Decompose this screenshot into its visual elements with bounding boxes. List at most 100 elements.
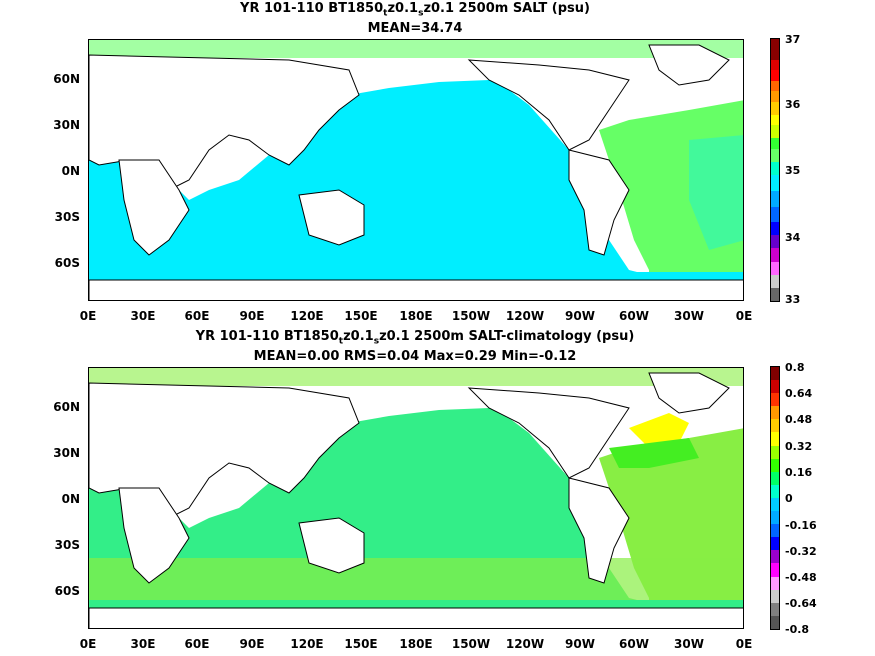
salinity-map: [88, 39, 744, 301]
colorbar-label: 0.8: [785, 361, 805, 374]
colorbar-swatch: [771, 589, 779, 603]
panel-title-line1: YR 101-110 BT1850tz0.1sz0.1 2500m SALT (…: [240, 1, 590, 19]
colorbar-swatch: [771, 138, 779, 149]
atlantic-band: [689, 135, 743, 250]
colorbar-swatch: [771, 550, 779, 564]
lon-label: 0E: [79, 637, 97, 651]
lon-label: 120W: [505, 637, 545, 651]
map-svg: [89, 40, 743, 300]
colorbar-swatch: [771, 393, 779, 407]
lat-label: 60S: [54, 256, 80, 270]
lon-label: 150W: [451, 309, 491, 323]
greenland-land: [648, 44, 730, 86]
antarctica-land: [89, 607, 743, 628]
lon-label: 150E: [344, 637, 378, 651]
salinity-anomaly-map: [88, 367, 744, 629]
lon-label: 90W: [565, 637, 595, 651]
lon-label: 90E: [239, 637, 265, 651]
colorbar-label: 0.48: [785, 413, 813, 426]
colorbar: [770, 38, 780, 302]
antarctica-land: [89, 279, 743, 300]
north-america-land: [467, 59, 630, 151]
colorbar-swatch: [771, 235, 779, 249]
colorbar-swatch: [771, 148, 779, 163]
colorbar-label: 37: [785, 33, 801, 46]
africa-land: [118, 159, 190, 256]
arctic-strip: [89, 368, 743, 386]
colorbar-swatch: [771, 445, 779, 459]
colorbar-swatch: [771, 419, 779, 433]
lon-label: 90W: [565, 309, 595, 323]
lat-label: 0N: [61, 492, 80, 506]
arctic-strip: [89, 40, 743, 58]
panel-title-line2: MEAN=34.74: [367, 21, 463, 36]
australia-land: [298, 517, 365, 574]
colorbar-swatch: [771, 602, 779, 616]
colorbar-swatch: [771, 274, 779, 288]
colorbar-swatch: [771, 380, 779, 394]
colorbar-label: 0.32: [785, 440, 813, 453]
colorbar-swatch: [771, 432, 779, 446]
colorbar-swatch: [771, 615, 779, 629]
southern-ocean-band: [89, 558, 743, 608]
lon-label: 150E: [344, 309, 378, 323]
lat-label: 60N: [53, 72, 80, 86]
colorbar-swatch: [771, 80, 779, 92]
colorbar-swatch: [771, 222, 779, 236]
colorbar-label: -0.16: [785, 519, 817, 532]
lon-label: 120E: [290, 309, 324, 323]
lat-label: 0N: [61, 164, 80, 178]
lon-label: 60E: [184, 637, 210, 651]
colorbar-swatch: [771, 576, 779, 590]
south-america-land: [568, 149, 630, 256]
lat-label: 30S: [54, 210, 80, 224]
colorbar-label: -0.32: [785, 545, 817, 558]
colorbar-swatch: [771, 471, 779, 485]
colorbar-swatch: [771, 563, 779, 577]
lon-label: 120W: [505, 309, 545, 323]
colorbar-swatch: [771, 59, 779, 71]
south-america-land: [568, 477, 630, 584]
colorbar-label: -0.48: [785, 571, 817, 584]
colorbar: [770, 366, 780, 630]
colorbar-label: -0.64: [785, 597, 817, 610]
colorbar-label: 36: [785, 98, 801, 111]
panel-title-line1: YR 101-110 BT1850tz0.1sz0.1 2500m SALT-c…: [195, 329, 635, 347]
greenland-land: [648, 372, 730, 414]
north-atlantic-band: [609, 438, 699, 468]
lat-label: 60S: [54, 584, 80, 598]
colorbar-swatch: [771, 114, 779, 126]
colorbar-swatch: [771, 458, 779, 472]
lat-label: 30N: [53, 118, 80, 132]
pacific-indian-ocean: [89, 80, 649, 300]
colorbar-swatch: [771, 406, 779, 420]
colorbar-swatch: [771, 101, 779, 115]
colorbar-swatch: [771, 190, 779, 207]
lon-label: 30E: [130, 637, 156, 651]
colorbar-swatch: [771, 497, 779, 512]
colorbar-label: -0.8: [785, 623, 810, 636]
north-america-land: [467, 387, 630, 479]
lon-label: 0E: [735, 309, 753, 323]
colorbar-swatch: [771, 484, 779, 498]
salt-anomaly-panel: YR 101-110 BT1850tz0.1sz0.1 2500m SALT-c…: [0, 328, 875, 656]
salt-panel: YR 101-110 BT1850tz0.1sz0.1 2500m SALT (…: [53, 1, 801, 323]
colorbar-swatch: [771, 524, 779, 538]
lon-label: 60E: [184, 309, 210, 323]
africa-land: [118, 487, 190, 584]
colorbar-swatch: [771, 125, 779, 139]
colorbar-swatch: [771, 70, 779, 81]
colorbar-swatch: [771, 91, 779, 102]
atlantic-ocean: [599, 100, 743, 300]
lon-label: 30W: [674, 309, 704, 323]
lon-label: 150W: [451, 637, 491, 651]
lon-label: 60W: [619, 309, 649, 323]
colorbar-label: 0.64: [785, 387, 813, 400]
colorbar-label: 33: [785, 293, 801, 306]
lon-label: 0E: [735, 637, 753, 651]
colorbar-label: 35: [785, 164, 801, 177]
lon-label: 90E: [239, 309, 265, 323]
colorbar-swatch: [771, 287, 779, 301]
colorbar-swatch: [771, 248, 779, 262]
colorbar-swatch: [771, 367, 779, 381]
